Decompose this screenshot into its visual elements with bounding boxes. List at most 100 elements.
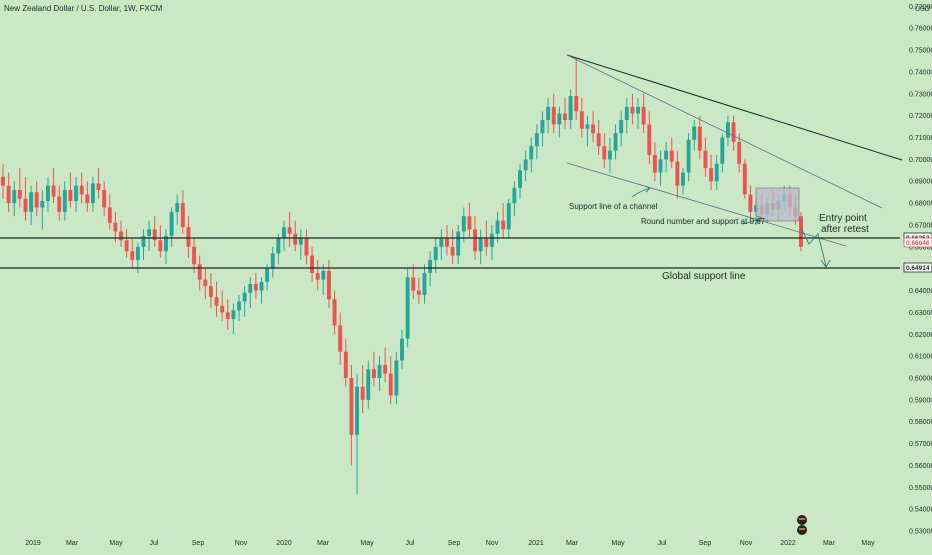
x-tick-label: Nov [486, 540, 499, 547]
candle-body [113, 222, 118, 232]
consolidation-box [755, 187, 800, 222]
candle-body [355, 386, 360, 435]
candle-body [439, 238, 444, 247]
candle-body [40, 200, 45, 208]
x-tick-label: Mar [566, 540, 579, 547]
x-tick-label: Jul [406, 540, 415, 547]
candle-body [433, 246, 438, 260]
candle-body [332, 299, 337, 326]
y-tick-label: 0.55000 [909, 485, 932, 492]
candle-body [675, 161, 680, 186]
y-tick-label: 0.68000 [909, 201, 932, 208]
annotation-after-retest: after retest [821, 224, 869, 235]
candle-body [6, 185, 11, 204]
x-tick-label: May [611, 540, 625, 547]
candle-body [343, 351, 348, 378]
candle-body [96, 183, 101, 190]
chart-title: New Zealand Dollar / U.S. Dollar, 1W, FX… [4, 4, 163, 13]
candle-body [546, 106, 551, 121]
candle-body [383, 364, 388, 374]
upper-channel-line[interactable] [566, 54, 883, 209]
candle-body [518, 170, 522, 188]
candle-body [405, 277, 410, 339]
candle-body [725, 122, 730, 138]
candle-body [265, 268, 270, 282]
y-tick-label: 0.66000 [909, 244, 932, 251]
y-axis: 0.77000 0.76000 0.75000 0.74000 0.73000 0.720… [909, 4, 932, 536]
candle-body [1, 176, 5, 186]
y-tick-label: 0.77000 [909, 4, 932, 11]
price-unit: USD [915, 6, 930, 13]
x-tick-label: Jul [150, 540, 159, 547]
candle-body [203, 279, 208, 287]
y-tick-label: 0.64000 [909, 288, 932, 295]
x-tick-label: May [360, 540, 374, 547]
candle-body [607, 150, 612, 160]
support-arrow-icon [631, 187, 651, 198]
x-tick-label: May [109, 540, 123, 547]
y-tick-label: 0.75000 [909, 48, 932, 55]
y-tick-label: 0.74000 [909, 69, 932, 76]
candle-body [214, 297, 219, 306]
candle-body [585, 124, 590, 129]
candle-body [225, 312, 230, 319]
candle-body [489, 233, 494, 247]
candle-body [703, 150, 708, 169]
x-tick-label: Mar [317, 540, 330, 547]
candle-body [51, 185, 56, 197]
annotation-global-support: Global support line [662, 271, 746, 282]
x-tick-label: May [861, 540, 875, 547]
x-tick-label: 2021 [528, 540, 544, 547]
candle-body [186, 227, 191, 247]
candle-body [360, 386, 365, 400]
candle-body [315, 273, 320, 280]
y-tick-label: 0.73000 [909, 91, 932, 98]
candle-body [551, 106, 556, 125]
candle-body [349, 377, 354, 435]
x-tick-label: Mar [823, 540, 836, 547]
candle-body [45, 185, 50, 201]
candle-body [141, 235, 146, 247]
candle-body [400, 338, 404, 361]
price-tag-box [903, 262, 932, 273]
candle-body [641, 106, 646, 125]
x-tick-label: 2020 [276, 540, 292, 547]
candle-body [681, 172, 685, 186]
candle-body [478, 238, 483, 252]
x-tick-label: 2019 [25, 540, 41, 547]
annotation-entry-point: Entry point [819, 213, 867, 224]
candle-body [624, 106, 629, 121]
candle-body [259, 281, 264, 291]
entry-path-arrow-icon [800, 227, 827, 267]
candle-body [737, 141, 742, 164]
candle-body [62, 189, 67, 212]
channel-support-line[interactable] [566, 162, 847, 247]
price-tag-label: 0.64914 [906, 265, 930, 272]
candle-body [85, 194, 90, 204]
candle-body [298, 238, 303, 245]
candle-body [242, 292, 247, 302]
descending-resistance-line[interactable] [566, 54, 903, 161]
y-tick-label: 0.60000 [909, 375, 932, 382]
candle-body [276, 238, 281, 254]
candle-body [658, 159, 663, 173]
candle-body [720, 137, 725, 164]
x-tick-label: Sep [699, 540, 712, 547]
y-tick-label: 0.62000 [909, 332, 932, 339]
candle-body [619, 120, 624, 134]
candle-body [484, 238, 489, 247]
candle-body [147, 229, 152, 236]
candle-body [107, 207, 112, 223]
y-tick-label: 0.76000 [909, 26, 932, 33]
y-tick-label: 0.53000 [909, 529, 932, 536]
candle-body [175, 203, 180, 212]
candle-body [158, 240, 163, 252]
candle-body [293, 233, 298, 245]
candle-body [529, 146, 534, 160]
candle-body [596, 133, 601, 147]
candle-body [12, 189, 17, 204]
candle-body [692, 126, 697, 140]
candle-body [506, 203, 511, 230]
